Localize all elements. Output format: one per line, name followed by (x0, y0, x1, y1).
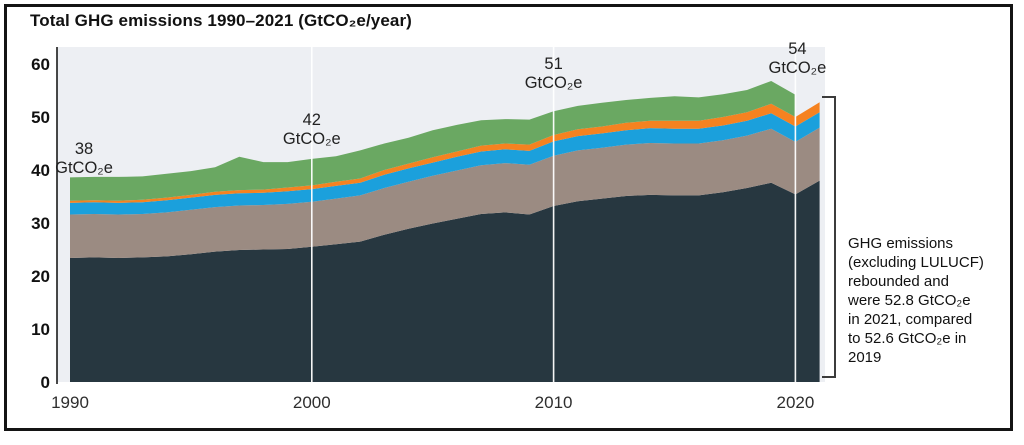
y-tick-label-40: 40 (31, 161, 50, 180)
area-series-dark-navy-fossil-co2 (70, 180, 820, 382)
annotation-value: 54 (788, 40, 807, 58)
x-tick-label-1990: 1990 (51, 393, 89, 412)
exclusion-bracket (822, 96, 836, 378)
x-tick-label-2010: 2010 (535, 393, 573, 412)
area-series-green-lulucf (70, 81, 796, 201)
stacked-area-plot: 0 10 20 30 40 50 60 1990 2000 2010 2020 (31, 47, 836, 412)
side-note-line: to 52.6 GtCO₂e in (848, 330, 967, 347)
area-series-blue-n2o (70, 112, 820, 215)
annotation-unit: GtCO₂e (768, 59, 827, 77)
side-note-line: (excluding LULUCF) (848, 254, 984, 271)
decade-line-2020 (794, 47, 797, 382)
decade-line-2010 (552, 47, 555, 382)
area-series-taupe-ch4 (70, 127, 820, 258)
decade-line-2000 (311, 47, 313, 382)
annotation-value: 38 (74, 140, 94, 158)
side-note-line: were 52.8 GtCO₂e (848, 292, 971, 309)
figure-frame: Total GHG emissions 1990–2021 (GtCO₂e/ye… (4, 4, 1013, 431)
annotation-value: 42 (302, 111, 321, 129)
chart-title: Total GHG emissions 1990–2021 (GtCO₂e/ye… (30, 11, 412, 30)
annotation-value: 51 (544, 55, 563, 73)
y-tick-label-0: 0 (41, 373, 50, 392)
y-tick-label-60: 60 (31, 55, 50, 74)
side-note-line: in 2021, compared (848, 311, 973, 328)
annotation-2020: 54 GtCO₂e (769, 40, 827, 78)
annotation-2010: 51 GtCO₂e (525, 55, 583, 93)
y-tick-label-20: 20 (31, 267, 50, 286)
x-tick-label-2000: 2000 (293, 393, 331, 412)
annotation-unit: GtCO₂e (524, 74, 583, 92)
y-tick-label-30: 30 (31, 214, 50, 233)
annotation-unit: GtCO₂e (55, 159, 113, 177)
side-note-line: GHG emissions (848, 235, 954, 252)
side-note-line: rebounded and (848, 273, 949, 290)
annotation-unit: GtCO₂e (282, 130, 341, 148)
side-note-line: 2019 (848, 349, 882, 366)
annotation-2000: 42 GtCO₂e (283, 111, 341, 149)
ghg-emissions-chart: Total GHG emissions 1990–2021 (GtCO₂e/ye… (7, 7, 1010, 428)
side-note-text: GHG emissions (excluding LULUCF) rebounded… (848, 234, 1018, 367)
y-tick-label-50: 50 (31, 108, 50, 127)
y-tick-label-10: 10 (31, 320, 50, 339)
annotation-1990: 38 GtCO₂e (55, 140, 113, 178)
x-tick-label-2020: 2020 (776, 393, 814, 412)
area-series-orange-f-gases (70, 102, 820, 203)
